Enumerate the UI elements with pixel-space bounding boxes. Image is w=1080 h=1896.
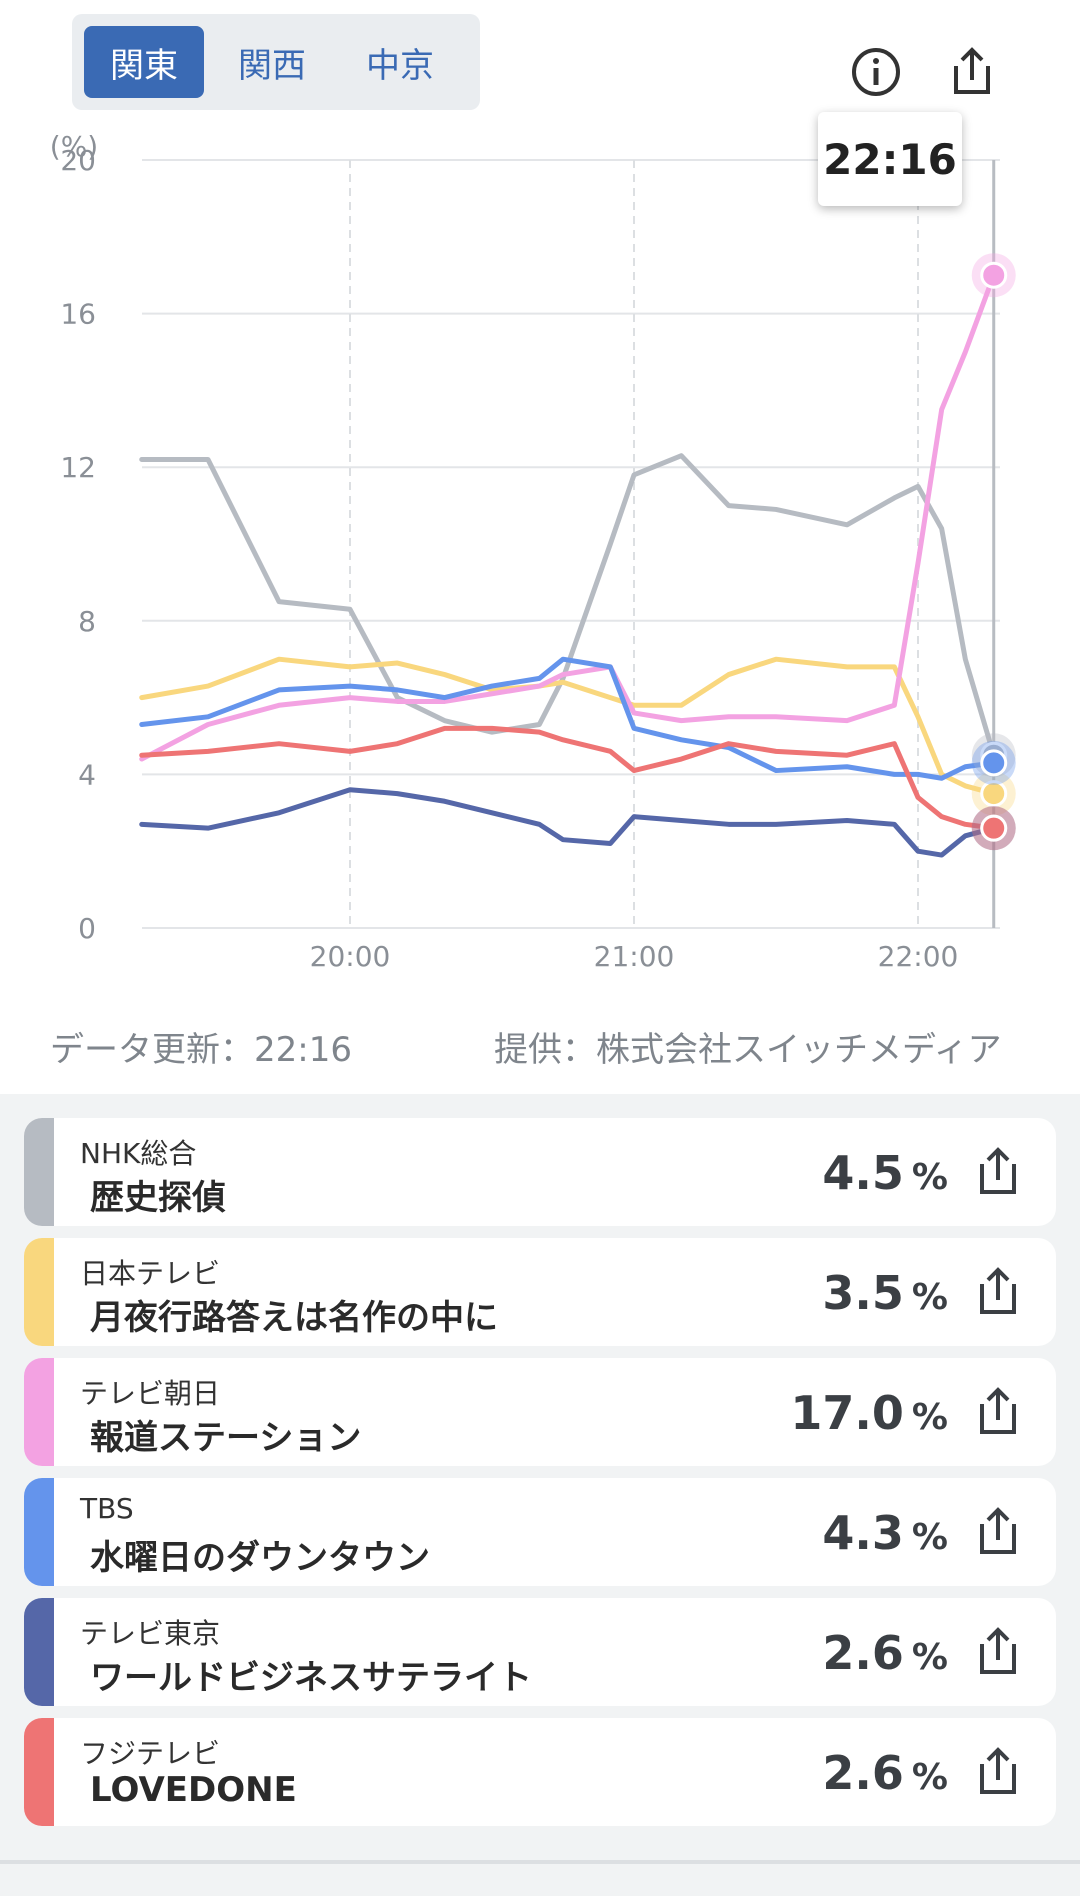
channel-card[interactable]: 日本テレビ月夜行路答えは名作の中に 3.5% [24,1238,1056,1346]
program-title: LOVEDONE [90,1770,297,1810]
rating-value: 2.6% [822,1746,948,1800]
station-name: NHK総合 [80,1137,197,1170]
series-line [139,272,997,762]
rating-number: 2.6 [822,1626,904,1680]
channel-card[interactable]: テレビ朝日報道ステーション 17.0% [24,1358,1056,1466]
channel-card[interactable]: フジテレビ LOVEDONE 2.6% [24,1718,1056,1826]
rating-unit: % [911,1637,948,1678]
series-line [139,787,997,858]
channel-card[interactable]: NHK総合歴史探偵 4.5% [24,1118,1056,1226]
y-axis-unit: (%) [50,130,98,163]
rating-unit: % [911,1157,948,1198]
info-icon[interactable] [848,44,904,100]
station-name: 日本テレビ [80,1257,221,1290]
rating-unit: % [911,1277,948,1318]
series-line [139,656,997,781]
update-time: データ更新：22:16 [50,1030,352,1070]
channel-color-bar [24,1478,54,1586]
region-tabs: 関東 関西 中京 [72,14,480,110]
channel-color-bar [24,1238,54,1346]
x-tick-label: 21:00 [594,940,675,973]
channel-color-bar [24,1598,54,1706]
rating-value: 4.5% [822,1146,948,1200]
share-icon[interactable] [974,1144,1022,1198]
time-tooltip: 22:16 [818,112,962,206]
rating-number: 4.5 [822,1146,904,1200]
rating-value: 17.0% [790,1386,948,1440]
rating-unit: % [911,1757,948,1798]
program-title: 水曜日のダウンタウン [90,1538,430,1578]
station-name: テレビ東京 [80,1617,221,1650]
data-provider: 提供：株式会社スイッチメディア [494,1030,1002,1070]
series-end-point [980,780,1008,808]
y-tick-label: 0 [78,912,96,945]
y-tick-label: 16 [60,298,96,331]
series-line [139,453,997,758]
station-name: TBS [80,1492,134,1525]
share-icon[interactable] [974,1624,1022,1678]
ratings-line-chart: 20 16 12 8 4 0 (%) 20:00 21:00 22:00 [50,130,1016,973]
x-tick-label: 20:00 [310,940,391,973]
channel-card[interactable]: TBS 水曜日のダウンタウン 4.3% [24,1478,1056,1586]
y-tick-label: 4 [78,758,96,791]
y-tick-label: 12 [60,451,96,484]
share-icon[interactable] [974,1744,1022,1798]
channel-color-bar [24,1718,54,1826]
channel-color-bar [24,1118,54,1226]
rating-value: 4.3% [822,1506,948,1560]
channel-color-bar [24,1358,54,1466]
share-icon[interactable] [974,1384,1022,1438]
y-tick-label: 20 [60,144,96,177]
y-tick-label: 8 [78,605,96,638]
x-tick-label: 22:00 [878,940,959,973]
rating-number: 2.6 [822,1746,904,1800]
share-icon[interactable] [944,44,1000,100]
program-title: 歴史探偵 [90,1178,226,1218]
rating-number: 3.5 [822,1266,904,1320]
program-title: ワールドビジネスサテライト [90,1658,532,1698]
series-end-point [980,261,1008,289]
rating-number: 17.0 [790,1386,904,1440]
rating-unit: % [911,1517,948,1558]
tab-kanto[interactable]: 関東 [84,26,204,98]
rating-value: 2.6% [822,1626,948,1680]
series-line [139,725,997,831]
station-name: テレビ朝日 [80,1377,221,1410]
program-title: 報道ステーション [90,1418,362,1458]
program-title: 月夜行路答えは名作の中に [90,1298,498,1338]
series-end-point [980,749,1008,777]
divider [0,1860,1080,1864]
series-end-point [980,814,1008,842]
rating-unit: % [911,1397,948,1438]
share-icon[interactable] [974,1264,1022,1318]
share-icon[interactable] [974,1504,1022,1558]
channel-card[interactable]: テレビ東京ワールドビジネスサテライト 2.6% [24,1598,1056,1706]
station-name: フジテレビ [80,1737,221,1770]
rating-value: 3.5% [822,1266,948,1320]
tab-kansai[interactable]: 関西 [238,45,306,86]
tab-chukyo[interactable]: 中京 [366,45,434,86]
rating-number: 4.3 [822,1506,904,1560]
